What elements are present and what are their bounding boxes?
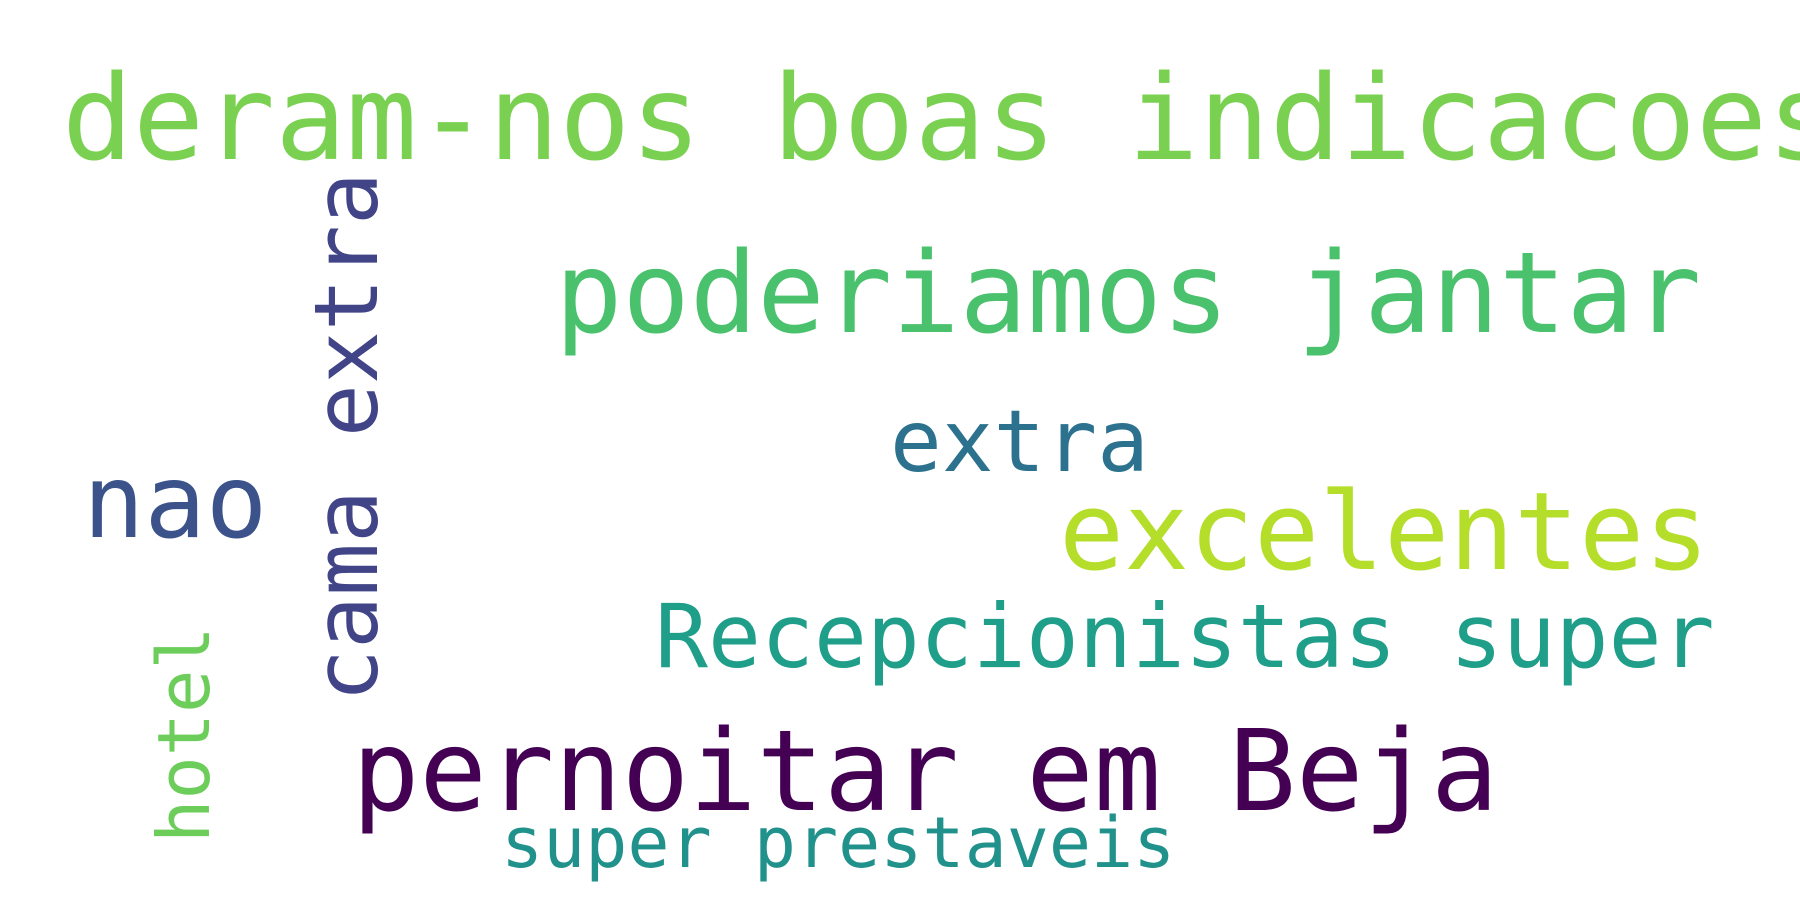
word-hotel: hotel [142,626,226,843]
word-extra: extra [890,392,1149,492]
word-poderiamos-jantar: poderiamos jantar [555,229,1702,359]
word-super-prestaveis: super prestaveis [501,802,1176,884]
word-deram-nos-boas-indicacoes: deram-nos boas indicacoes [62,49,1800,187]
word-excelentes: excelentes [1059,470,1710,595]
word-cama-extra: cama extra [295,172,398,702]
word-pernoitar-em-beja: pernoitar em Beja [352,707,1499,837]
word-nao: nao [83,443,268,562]
word-recepcionistas-super: Recepcionistas super [655,585,1715,688]
